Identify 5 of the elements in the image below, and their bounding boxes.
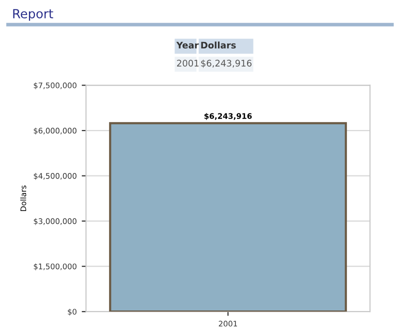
text: Year	[176, 42, 199, 49]
text: 2001	[177, 60, 199, 67]
chart-title: Report	[13, 9, 54, 21]
text: Dollars	[201, 42, 236, 49]
text: $6,243,916	[201, 60, 252, 68]
